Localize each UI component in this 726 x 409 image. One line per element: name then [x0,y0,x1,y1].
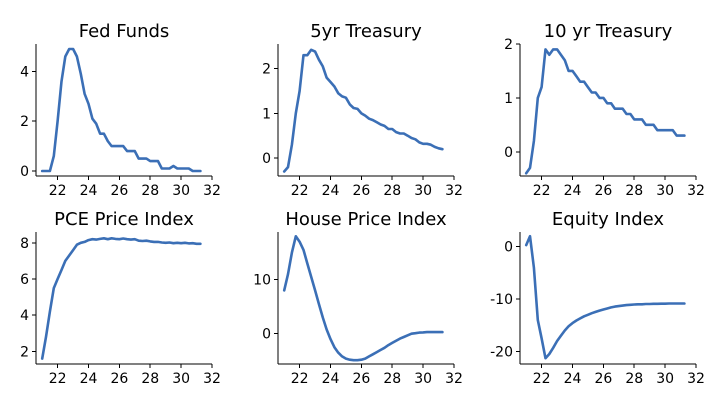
x-tick-label: 28 [383,183,401,199]
x-tick-label: 28 [141,183,159,199]
chart-title: 10 yr Treasury [544,21,673,42]
x-tick-label: 26 [594,183,612,199]
x-tick-label: 26 [110,183,128,199]
x-tick-label: 22 [291,183,309,199]
x-tick-label: 22 [291,371,309,387]
x-tick-label: 24 [564,371,582,387]
y-tick-label: 0 [262,327,271,343]
chart-panel: 5yr Treasury 22 24 26 28 30 32 0 1 2 [262,21,463,199]
y-tick-label: 0 [504,145,513,161]
x-tick-label: 32 [687,371,705,387]
x-tick-label: 30 [656,183,674,199]
y-tick-label: 8 [20,236,29,252]
x-tick-label: 28 [625,371,643,387]
chart-title: Fed Funds [79,21,170,42]
x-tick-label: 24 [322,183,340,199]
chart-panel: House Price Index 22 24 26 28 30 32 0 10 [253,209,463,387]
series-line [40,47,202,173]
x-tick-label: 28 [141,371,159,387]
y-tick-label: 10 [253,273,271,289]
y-tick-label: 4 [20,64,29,80]
x-tick-label: 30 [172,371,190,387]
x-tick-label: 30 [656,371,674,387]
x-tick-label: 28 [625,183,643,199]
x-tick-label: 26 [110,371,128,387]
x-tick-label: 24 [564,183,582,199]
x-tick-label: 24 [80,183,98,199]
y-tick-label: 0 [262,151,271,167]
series-line [40,237,202,360]
y-tick-label: 6 [20,272,29,288]
y-tick-label: 1 [504,91,513,107]
chart-panel: 10 yr Treasury 22 24 26 28 30 32 0 1 2 [504,21,705,199]
chart-title: PCE Price Index [54,209,194,230]
y-tick-label: -10 [490,292,513,308]
chart-panel: Equity Index 22 24 26 28 30 32 0 -10 -20 [490,209,705,387]
x-tick-label: 32 [203,183,221,199]
x-tick-label: 22 [533,371,551,387]
x-tick-label: 26 [352,183,370,199]
x-tick-label: 30 [172,183,190,199]
series-line [282,235,444,362]
x-tick-label: 26 [594,371,612,387]
x-tick-label: 22 [533,183,551,199]
y-tick-label: 2 [20,344,29,360]
chart-title: Equity Index [552,209,665,230]
y-tick-label: 0 [504,240,513,256]
chart-title: House Price Index [285,209,447,230]
y-tick-label: 0 [20,164,29,180]
y-tick-label: 2 [262,62,271,78]
series-line [524,48,686,175]
y-tick-label: 2 [20,114,29,130]
y-tick-label: 1 [262,106,271,122]
x-tick-label: 32 [687,183,705,199]
x-tick-label: 24 [80,371,98,387]
y-tick-label: -20 [490,344,513,360]
x-tick-label: 32 [203,371,221,387]
x-tick-label: 22 [49,371,67,387]
x-tick-label: 32 [445,183,463,199]
y-tick-label: 4 [20,308,29,324]
series-line [524,234,686,360]
x-tick-label: 30 [414,183,432,199]
x-tick-label: 32 [445,371,463,387]
x-tick-label: 30 [414,371,432,387]
x-tick-label: 22 [49,183,67,199]
x-tick-label: 24 [322,371,340,387]
y-tick-label: 2 [504,37,513,53]
series-line [282,48,444,173]
chart-title: 5yr Treasury [310,21,422,42]
x-tick-label: 26 [352,371,370,387]
x-tick-label: 28 [383,371,401,387]
